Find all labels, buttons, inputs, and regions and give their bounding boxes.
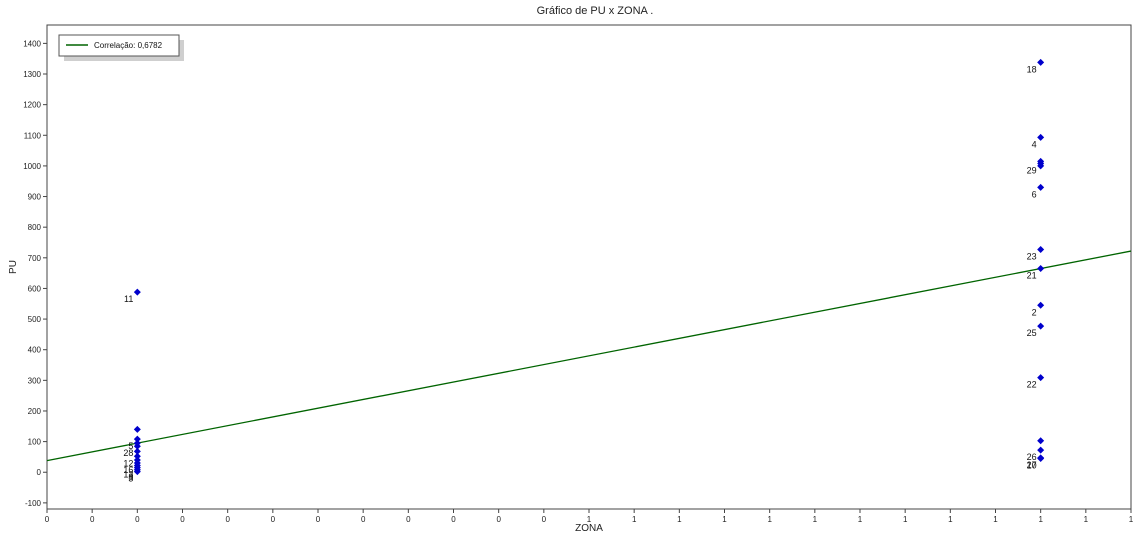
x-axis: 0 0 0 0 0 0 0 0 0 0 0 0 1 1 1 1 1 1 1 1 1 1 1 1 1: [45, 509, 1134, 524]
point-label: 23: [1027, 252, 1037, 262]
x-tick-label: 0: [225, 515, 230, 524]
x-tick-label: 0: [45, 515, 50, 524]
data-point: [133, 442, 141, 450]
y-tick-label: 400: [28, 346, 42, 355]
x-tick-label: 0: [90, 515, 95, 524]
x-tick-label: 1: [1038, 515, 1043, 524]
trendline-group: [46, 250, 1132, 462]
data-point: [1037, 58, 1045, 66]
y-tick-label: -100: [25, 499, 42, 508]
y-tick-label: 500: [28, 315, 42, 324]
y-tick-label: 100: [28, 438, 42, 447]
legend: Correlação: 0,6782: [58, 34, 184, 61]
data-point: [1037, 322, 1045, 330]
x-tick-label: 0: [451, 515, 456, 524]
x-tick-label: 0: [361, 515, 366, 524]
data-point: [133, 447, 141, 455]
x-tick-label: 0: [406, 515, 411, 524]
data-point: [1037, 454, 1045, 462]
x-tick-label: 1: [632, 515, 637, 524]
point-label: 29: [1027, 165, 1037, 175]
data-point: [133, 288, 141, 296]
x-tick-label: 0: [496, 515, 501, 524]
point-label: 10: [1027, 460, 1037, 470]
data-point: [133, 435, 141, 443]
y-axis: -100 0 100 200 300 400 500 600 700 800 900 1000 1100…: [23, 39, 47, 508]
x-tick-label: 0: [316, 515, 321, 524]
chart-title: Gráfico de PU x ZONA .: [537, 5, 654, 17]
y-tick-label: 300: [28, 376, 42, 385]
y-tick-label: 800: [28, 223, 42, 232]
plot-area: [46, 24, 1132, 510]
x-tick-label: 1: [813, 515, 818, 524]
x-tick-label: 0: [542, 515, 547, 524]
y-tick-label: 1200: [23, 101, 41, 110]
trendline: [46, 250, 1132, 462]
x-tick-label: 0: [135, 515, 140, 524]
x-axis-label: ZONA: [575, 523, 603, 533]
point-label: 6: [1032, 189, 1037, 199]
point-label: 26: [1027, 452, 1037, 462]
y-tick-label: 1100: [24, 131, 42, 140]
data-point: [1037, 133, 1045, 141]
data-point: [1037, 246, 1045, 254]
point-label: 13: [123, 470, 133, 480]
data-point: [133, 425, 141, 433]
data-point: [1037, 437, 1045, 445]
point-label: 2: [1032, 307, 1037, 317]
x-tick-label: 1: [587, 515, 592, 524]
point-label: 3: [128, 474, 133, 484]
point-label: 5: [128, 441, 133, 451]
x-tick-label: 1: [948, 515, 953, 524]
legend-entry: Correlação: 0,6782: [94, 41, 163, 50]
data-point: [1037, 374, 1045, 382]
x-tick-label: 1: [858, 515, 863, 524]
point-label: 22: [1027, 380, 1037, 390]
y-tick-label: 1000: [23, 162, 41, 171]
data-point: [1037, 265, 1045, 273]
point-label: 16: [123, 465, 133, 475]
point-label: 28: [123, 448, 133, 458]
point-label: 21: [1027, 271, 1037, 281]
data-point: [133, 468, 141, 476]
y-axis-label: PU: [8, 260, 19, 274]
point-label: 18: [1027, 64, 1037, 74]
y-tick-label: 700: [28, 254, 42, 263]
data-point: [133, 452, 141, 460]
point-label: 27: [1027, 460, 1037, 470]
data-point: [1037, 446, 1045, 454]
legend-box: [58, 34, 180, 57]
x-tick-label: 1: [767, 515, 772, 524]
y-tick-label: 600: [28, 284, 42, 293]
point-label: 11: [124, 294, 133, 304]
x-tick-label: 1: [1084, 515, 1089, 524]
x-tick-label: 0: [180, 515, 185, 524]
point-label: 25: [1027, 328, 1037, 338]
x-tick-label: 1: [903, 515, 908, 524]
data-point: [1037, 301, 1045, 309]
point-label: 4: [1032, 139, 1037, 149]
x-tick-label: 1: [1129, 515, 1134, 524]
x-tick-label: 1: [722, 515, 727, 524]
y-tick-label: 0: [37, 468, 42, 477]
x-tick-label: 1: [677, 515, 682, 524]
y-tick-label: 200: [28, 407, 42, 416]
data-point: [1037, 183, 1045, 191]
y-tick-label: 1400: [23, 39, 41, 48]
point-label: 8: [128, 472, 133, 482]
x-tick-label: 0: [271, 515, 276, 524]
y-tick-label: 900: [28, 193, 42, 202]
point-label: 12: [123, 458, 133, 468]
data-point: [1037, 162, 1045, 170]
x-tick-label: 1: [993, 515, 998, 524]
y-tick-label: 1300: [23, 70, 41, 79]
